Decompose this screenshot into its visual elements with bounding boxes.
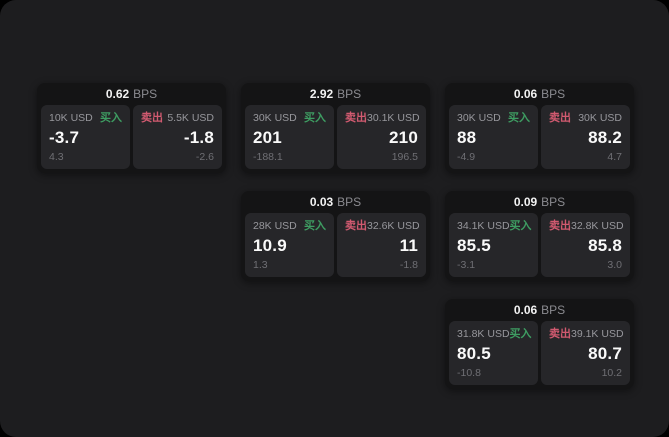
- buy-tag: 买入: [100, 112, 122, 124]
- buy-delta: 1.3: [253, 259, 268, 271]
- buy-panel[interactable]: 30K USD 买入 88 -4.9: [449, 105, 538, 169]
- sell-amount: 32.8K USD: [571, 220, 624, 232]
- quote-card: 0.09 BPS 34.1K USD 买入 85.5 -3.1 卖出 32.8K…: [445, 191, 634, 281]
- bps-value: 0.03: [309, 195, 334, 209]
- bps-header: 0.03 BPS: [241, 191, 430, 213]
- buy-amount: 34.1K USD: [457, 220, 510, 232]
- sell-amount: 39.1K USD: [571, 328, 624, 340]
- sell-tag: 卖出: [549, 328, 571, 340]
- sell-amount: 30.1K USD: [367, 112, 420, 124]
- buy-amount: 30K USD: [253, 112, 297, 124]
- buy-price: 201: [253, 128, 282, 147]
- sell-price: 80.7: [588, 344, 622, 363]
- quote-card: 0.06 BPS 31.8K USD 买入 80.5 -10.8 卖出 39.1…: [445, 299, 634, 389]
- sell-delta: 3.0: [607, 259, 622, 271]
- buy-tag: 买入: [304, 220, 326, 232]
- sell-amount: 5.5K USD: [167, 112, 214, 124]
- quote-card-body: 31.8K USD 买入 80.5 -10.8 卖出 39.1K USD 80.…: [445, 321, 634, 389]
- quote-card-body: 10K USD 买入 -3.7 4.3 卖出 5.5K USD -1.8 -2.…: [37, 105, 226, 173]
- quote-card-body: 34.1K USD 买入 85.5 -3.1 卖出 32.8K USD 85.8…: [445, 213, 634, 281]
- sell-price: 210: [389, 128, 418, 147]
- sell-price: -1.8: [183, 128, 214, 147]
- bps-value: 0.09: [513, 195, 538, 209]
- sell-price: 88.2: [588, 128, 622, 147]
- sell-tag: 卖出: [141, 112, 163, 124]
- quote-card: 0.03 BPS 28K USD 买入 10.9 1.3 卖出 32.6K US…: [241, 191, 430, 281]
- buy-tag: 买入: [508, 112, 530, 124]
- bps-value: 0.06: [513, 303, 538, 317]
- sell-price: 11: [399, 236, 418, 255]
- quote-column-2: 2.92 BPS 30K USD 买入 201 -188.1 卖出 30.1K …: [241, 83, 430, 281]
- sell-amount: 30K USD: [578, 112, 622, 124]
- sell-tag: 卖出: [345, 220, 367, 232]
- sell-tag: 卖出: [345, 112, 367, 124]
- sell-panel[interactable]: 卖出 39.1K USD 80.7 10.2: [541, 321, 630, 385]
- buy-panel[interactable]: 31.8K USD 买入 80.5 -10.8: [449, 321, 538, 385]
- sell-panel[interactable]: 卖出 5.5K USD -1.8 -2.6: [133, 105, 222, 169]
- buy-delta: -10.8: [457, 367, 481, 379]
- sell-panel[interactable]: 卖出 32.6K USD 11 -1.8: [337, 213, 426, 277]
- bps-label: BPS: [337, 195, 362, 209]
- buy-price: -3.7: [49, 128, 80, 147]
- buy-tag: 买入: [509, 328, 532, 340]
- buy-panel[interactable]: 34.1K USD 买入 85.5 -3.1: [449, 213, 538, 277]
- bps-value: 0.06: [513, 87, 538, 101]
- bps-header: 0.06 BPS: [445, 299, 634, 321]
- quote-card-body: 30K USD 买入 88 -4.9 卖出 30K USD 88.2 4.7: [445, 105, 634, 173]
- sell-amount: 32.6K USD: [367, 220, 420, 232]
- bps-header: 0.62 BPS: [37, 83, 226, 105]
- sell-delta: 10.2: [601, 367, 622, 379]
- buy-panel[interactable]: 30K USD 买入 201 -188.1: [245, 105, 334, 169]
- buy-delta: -3.1: [457, 259, 476, 271]
- buy-amount: 28K USD: [253, 220, 297, 232]
- sell-price: 85.8: [588, 236, 622, 255]
- buy-tag: 买入: [304, 112, 326, 124]
- buy-tag: 买入: [509, 220, 532, 232]
- bps-label: BPS: [133, 87, 158, 101]
- bps-value: 0.62: [105, 87, 130, 101]
- sell-delta: -1.8: [399, 259, 418, 271]
- sell-tag: 卖出: [549, 112, 571, 124]
- buy-price: 85.5: [457, 236, 491, 255]
- buy-delta: 4.3: [49, 151, 64, 163]
- bps-header: 0.09 BPS: [445, 191, 634, 213]
- sell-panel[interactable]: 卖出 30K USD 88.2 4.7: [541, 105, 630, 169]
- buy-amount: 10K USD: [49, 112, 93, 124]
- sell-panel[interactable]: 卖出 30.1K USD 210 196.5: [337, 105, 426, 169]
- quote-card-body: 30K USD 买入 201 -188.1 卖出 30.1K USD 210 1…: [241, 105, 430, 173]
- bps-value: 2.92: [309, 87, 334, 101]
- sell-panel[interactable]: 卖出 32.8K USD 85.8 3.0: [541, 213, 630, 277]
- bps-header: 2.92 BPS: [241, 83, 430, 105]
- quote-column-1: 0.62 BPS 10K USD 买入 -3.7 4.3 卖出 5.5K USD: [37, 83, 226, 173]
- sell-tag: 卖出: [549, 220, 571, 232]
- quote-card: 2.92 BPS 30K USD 买入 201 -188.1 卖出 30.1K …: [241, 83, 430, 173]
- buy-panel[interactable]: 10K USD 买入 -3.7 4.3: [41, 105, 130, 169]
- quote-card: 0.06 BPS 30K USD 买入 88 -4.9 卖出 30K USD: [445, 83, 634, 173]
- sell-delta: 4.7: [607, 151, 622, 163]
- quote-column-3: 0.06 BPS 30K USD 买入 88 -4.9 卖出 30K USD: [445, 83, 634, 389]
- bps-header: 0.06 BPS: [445, 83, 634, 105]
- bps-label: BPS: [337, 87, 362, 101]
- bps-label: BPS: [541, 303, 566, 317]
- sell-delta: -2.6: [195, 151, 214, 163]
- buy-delta: -188.1: [253, 151, 283, 163]
- bps-label: BPS: [541, 87, 566, 101]
- bps-label: BPS: [541, 195, 566, 209]
- buy-amount: 30K USD: [457, 112, 501, 124]
- sell-delta: 196.5: [391, 151, 418, 163]
- quote-card: 0.62 BPS 10K USD 买入 -3.7 4.3 卖出 5.5K USD: [37, 83, 226, 173]
- buy-panel[interactable]: 28K USD 买入 10.9 1.3: [245, 213, 334, 277]
- buy-delta: -4.9: [457, 151, 476, 163]
- quote-card-body: 28K USD 买入 10.9 1.3 卖出 32.6K USD 11 -1.8: [241, 213, 430, 281]
- buy-price: 10.9: [253, 236, 287, 255]
- buy-amount: 31.8K USD: [457, 328, 510, 340]
- buy-price: 88: [457, 128, 477, 147]
- buy-price: 80.5: [457, 344, 491, 363]
